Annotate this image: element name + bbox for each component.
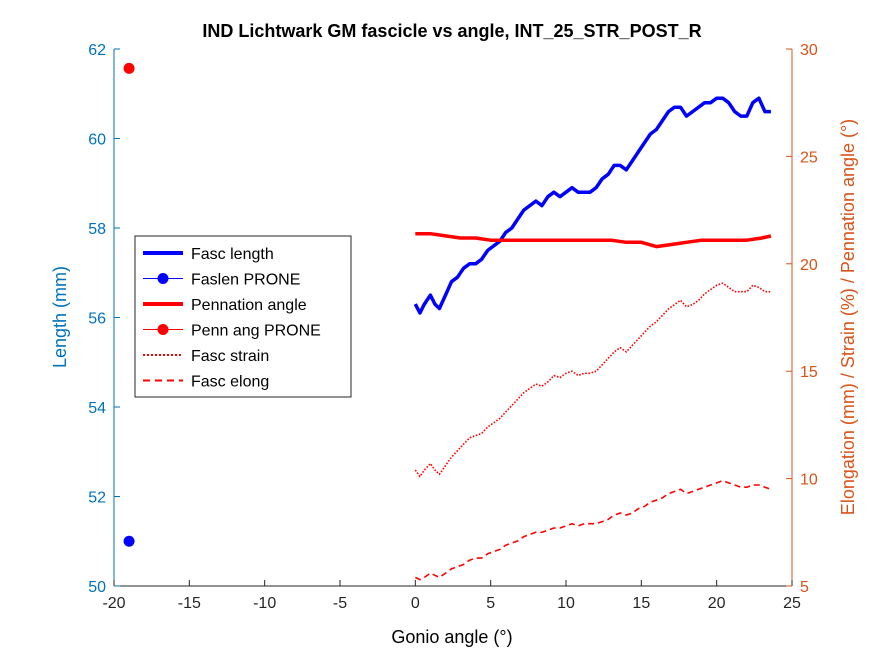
legend-box	[134, 235, 352, 398]
legend-label: Fasc elong	[191, 374, 269, 391]
y-right-tick-label: 5	[800, 579, 809, 596]
y-left-tick-label: 54	[88, 400, 106, 417]
legend-marker	[157, 324, 169, 335]
series-point-penn-ang-prone	[123, 62, 135, 74]
legend: Fasc length Faslen PRONE Pennation angle Pe…	[134, 235, 352, 398]
x-tick-label: -15	[178, 595, 201, 612]
series-point-faslen-prone	[123, 535, 135, 547]
x-tick-label: -20	[102, 595, 125, 612]
y-left-tick-label: 62	[88, 42, 106, 59]
series-layer	[123, 62, 772, 581]
y-right-tick-label: 10	[800, 472, 818, 489]
y-right-tick-label: 20	[800, 257, 818, 274]
y-axis-left-label: Length (mm)	[50, 266, 70, 368]
x-tick-label: 20	[708, 595, 726, 612]
series-line-fasc-length	[413, 96, 771, 315]
series-line-pennation-angle	[415, 231, 772, 249]
legend-marker	[157, 273, 169, 284]
y-axis-right-label: Elongation (mm) / Strain (%) / Pennation…	[838, 119, 858, 515]
x-tick-label: 0	[411, 595, 420, 612]
x-tick-label: 15	[632, 595, 650, 612]
y-left-tick-label: 56	[88, 311, 106, 328]
legend-label: Pennation angle	[191, 297, 307, 314]
legend-label: Fasc strain	[191, 348, 269, 365]
y-right-tick-label: 15	[800, 364, 818, 381]
x-tick-label: -10	[253, 595, 276, 612]
x-axis-label: Gonio angle (°)	[391, 627, 512, 647]
y-left-tick-label: 50	[88, 579, 106, 596]
series-line-fasc-elong	[414, 479, 772, 581]
y-right-tick-label: 30	[800, 42, 818, 59]
series-line-fasc-strain	[414, 282, 771, 478]
y-left-tick-label: 60	[88, 132, 106, 149]
x-tick-label: -5	[333, 595, 347, 612]
x-tick-label: 10	[557, 595, 575, 612]
y-left-tick-label: 52	[88, 490, 106, 507]
chart-title: IND Lichtwark GM fascicle vs angle, INT_…	[202, 21, 701, 41]
legend-label: Penn ang PRONE	[191, 323, 321, 340]
legend-label: Fasc length	[191, 246, 274, 263]
y-left-tick-label: 58	[88, 221, 106, 238]
legend-label: Faslen PRONE	[191, 272, 300, 289]
x-tick-label: 5	[486, 595, 495, 612]
y-right-tick-label: 25	[800, 149, 818, 166]
x-tick-label: 25	[783, 595, 801, 612]
axes-layer: -20 -15 -10 -5 0 5 10 15 20 25 50 52 54 56 58 60 62 5 10 15…	[88, 42, 818, 612]
